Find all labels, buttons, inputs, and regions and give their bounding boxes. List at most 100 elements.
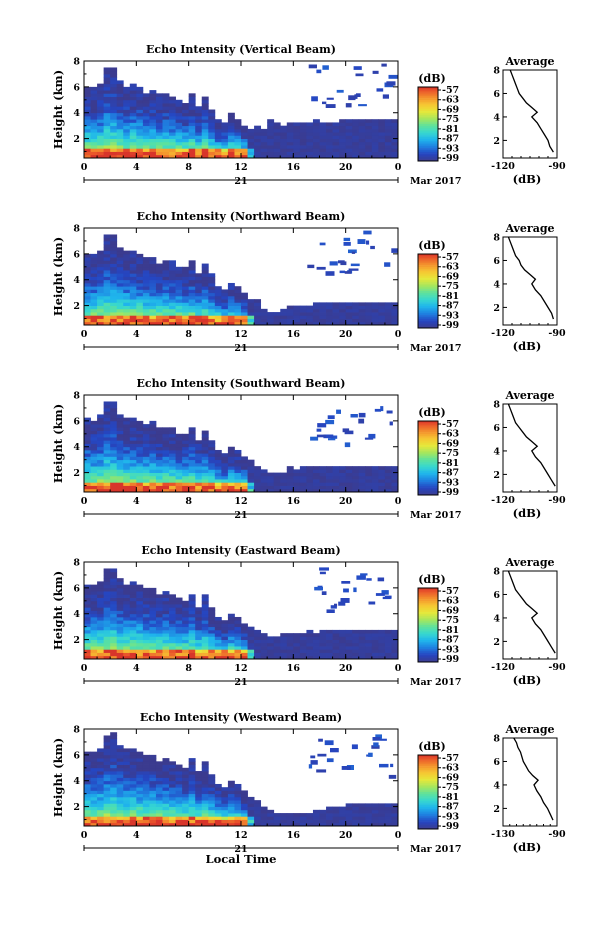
heatmap-cell (136, 822, 144, 827)
heatmap-cell (116, 292, 124, 297)
heatmap-cell (149, 816, 157, 820)
heatmap-cell (129, 600, 137, 605)
heatmap-cell (221, 626, 229, 631)
sparse-echo (316, 428, 322, 432)
colorbar-swatch (418, 599, 438, 602)
heatmap-cell (195, 282, 203, 287)
heatmap-cell (110, 816, 118, 820)
heatmap-cell (129, 321, 137, 326)
heatmap-cell (129, 449, 137, 454)
heatmap-cell (306, 816, 314, 820)
heatmap-cell (123, 767, 131, 772)
heatmap-cell (103, 119, 111, 123)
heatmap-cell (162, 466, 170, 470)
heatmap-cell (260, 469, 268, 473)
heatmap-cell (384, 119, 392, 123)
heatmap-cell (155, 600, 163, 605)
heatmap-cell (293, 633, 301, 637)
heatmap-cell (319, 125, 327, 130)
heatmap-cell (188, 125, 196, 130)
heatmap-cell (214, 154, 222, 159)
heatmap-cell (201, 633, 209, 637)
heatmap-cell (371, 819, 379, 824)
heatmap-cell (110, 745, 118, 749)
heatmap-cell (234, 308, 242, 313)
heatmap-cell (149, 433, 157, 438)
sparse-echo (366, 578, 372, 581)
heatmap-cell (90, 122, 98, 127)
profile-x-tick-label: -90 (548, 495, 566, 506)
heatmap-cell (136, 86, 144, 91)
heatmap-cell (103, 607, 111, 611)
heatmap-cell (142, 587, 150, 592)
heatmap-cell (201, 128, 209, 133)
heatmap-cell (293, 321, 301, 326)
heatmap-cell (214, 819, 222, 824)
colorbar-tick-label: -81 (442, 792, 459, 803)
heatmap-cell (136, 597, 144, 602)
heatmap-cell (142, 122, 150, 127)
colorbar-swatch (418, 459, 438, 462)
heatmap-cell (358, 655, 366, 660)
heatmap-cell (371, 135, 379, 139)
heatmap-cell (201, 266, 209, 271)
heatmap-cell (234, 305, 242, 310)
heatmap-cell (188, 456, 196, 461)
heatmap-cell (182, 449, 190, 454)
heatmap-cell (352, 122, 360, 127)
heatmap-cell (116, 472, 124, 477)
heatmap-cell (129, 482, 137, 486)
heatmap-cell (312, 318, 320, 323)
heatmap-cell (293, 816, 301, 820)
heatmap-cell (208, 109, 216, 114)
heatmap-cell (110, 151, 118, 156)
heatmap-cell (201, 151, 209, 156)
colorbar-unit: (dB) (418, 406, 445, 419)
heatmap-cell (234, 318, 242, 323)
heatmap-cell (358, 485, 366, 490)
heatmap-cell (208, 446, 216, 451)
heatmap-cell (97, 459, 105, 464)
heatmap-cell (175, 115, 183, 120)
colorbar-frame (417, 420, 439, 496)
heatmap-cell (90, 819, 98, 824)
colorbar-swatch (418, 107, 438, 110)
heatmap-cell (352, 822, 360, 827)
heatmap-cell (214, 636, 222, 640)
heatmap-cell (149, 321, 157, 326)
heatmap-cell (208, 652, 216, 657)
heatmap-cell (90, 443, 98, 448)
heatmap-cell (136, 270, 144, 274)
heatmap-cell (116, 584, 124, 589)
heatmap-cell (110, 574, 118, 579)
heatmap-cell (110, 138, 118, 143)
heatmap-cell (188, 472, 196, 477)
heatmap-cell (195, 649, 203, 653)
heatmap-cell (123, 790, 131, 795)
heatmap-cell (175, 604, 183, 608)
heatmap-cell (299, 148, 307, 152)
heatmap-cell (182, 613, 190, 618)
heatmap-cell (110, 154, 118, 159)
heatmap-cell (241, 806, 248, 811)
heatmap-cell (293, 652, 301, 657)
heatmap-cell (129, 145, 137, 149)
heatmap-cell (90, 754, 98, 759)
heatmap-cell (142, 754, 150, 759)
colorbar-tick-label: -75 (442, 281, 459, 292)
heatmap-cell (273, 649, 281, 653)
heatmap-cell (123, 453, 131, 457)
heatmap-cell (149, 479, 157, 483)
heatmap-cell (391, 809, 399, 814)
heatmap-cell (195, 141, 203, 146)
heatmap-cell (97, 751, 105, 756)
heatmap-cell (169, 639, 176, 644)
heatmap-cell (384, 816, 392, 820)
heatmap-cell (84, 122, 91, 127)
heatmap-cell (241, 125, 248, 130)
heatmap-cell (84, 623, 91, 628)
heatmap-cell (208, 793, 216, 798)
heatmap-cell (234, 449, 242, 454)
heatmap-cell (319, 472, 327, 477)
heatmap-cell (195, 446, 203, 451)
